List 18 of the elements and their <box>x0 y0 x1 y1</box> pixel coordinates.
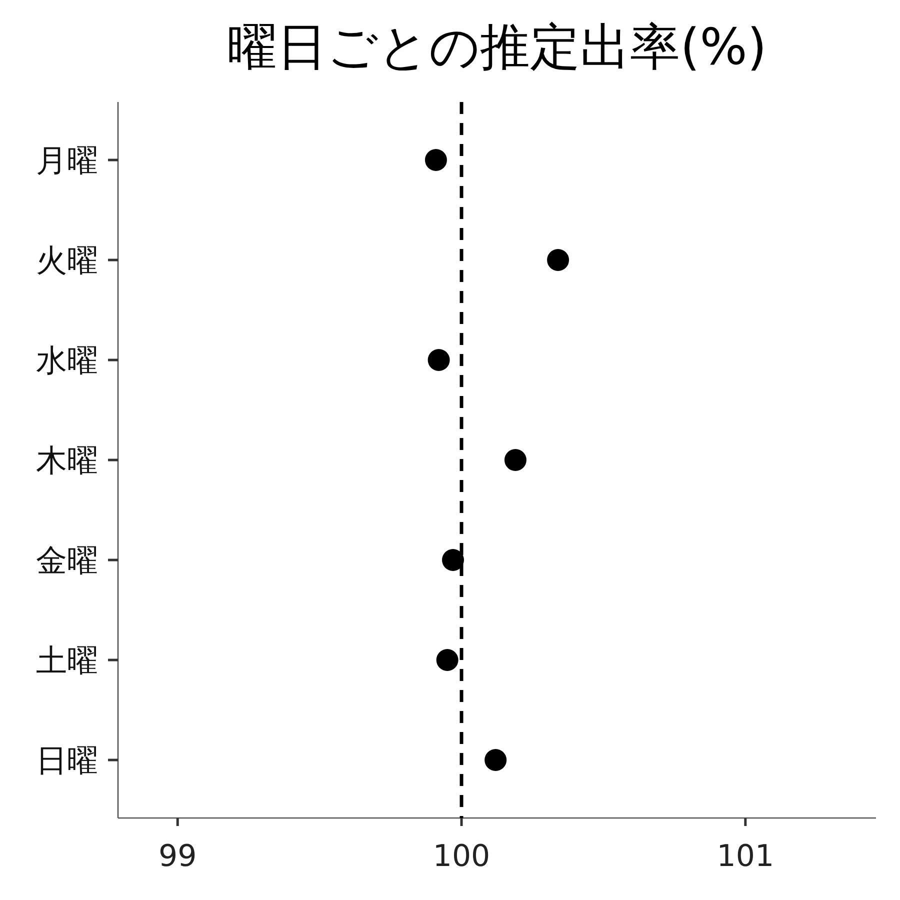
x-tick-label: 99 <box>158 839 197 874</box>
point <box>428 349 450 371</box>
y-tick-label: 木曜 <box>36 443 98 479</box>
x-tick-label: 100 <box>432 839 490 874</box>
chart-title: 曜日ごとの推定出率(%) <box>227 18 767 76</box>
point <box>547 249 570 271</box>
point <box>442 549 464 571</box>
y-tick-label: 月曜 <box>36 143 98 179</box>
y-tick-label: 火曜 <box>36 243 98 279</box>
point <box>436 649 458 671</box>
point <box>504 449 526 471</box>
y-tick-label: 日曜 <box>36 743 98 779</box>
point <box>484 749 507 771</box>
y-tick-label: 金曜 <box>36 543 98 579</box>
y-tick-label: 土曜 <box>36 643 98 679</box>
point <box>424 149 447 171</box>
y-tick-label: 水曜 <box>36 343 98 379</box>
x-tick-label: 101 <box>716 839 774 874</box>
